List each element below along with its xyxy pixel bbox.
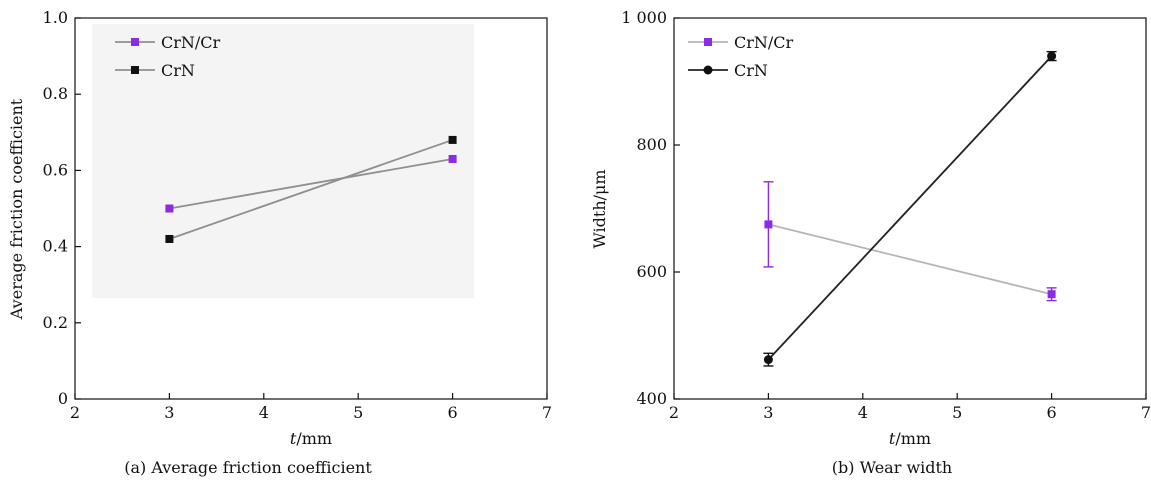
panel-a-x-tick-label: 2 bbox=[70, 403, 80, 422]
panel-b-x-tick-label: 4 bbox=[858, 403, 868, 422]
panel-a-legend: CrN/Cr CrN bbox=[115, 33, 221, 80]
data-point-crn-cr bbox=[764, 220, 773, 229]
legend-label-crn-cr: CrN/Cr bbox=[161, 33, 221, 52]
legend-marker-crn-cr bbox=[131, 38, 139, 46]
data-point-crn-cr bbox=[448, 154, 457, 163]
series-line-crn bbox=[767, 55, 1053, 361]
panel-a-x-tick-label: 4 bbox=[259, 403, 269, 422]
panel-a-friction-chart: 2 3 4 5 6 7 0 0.2 0.4 0.6 0.8 1.0 CrN/Cr CrN Average… bbox=[7, 8, 552, 477]
panel-b-caption: (b) Wear width bbox=[832, 458, 952, 477]
panel-b-x-tick-label: 6 bbox=[1047, 403, 1057, 422]
data-point-crn bbox=[448, 135, 457, 144]
panel-b-x-tick-label: 3 bbox=[763, 403, 773, 422]
legend-marker-crn bbox=[703, 65, 713, 75]
panel-b-plot-frame bbox=[673, 17, 1147, 400]
panel-a-y-axis-label: Average friction coefficient bbox=[7, 98, 26, 320]
legend-label-crn: CrN bbox=[161, 61, 195, 80]
panel-a-x-tick-label: 5 bbox=[353, 403, 363, 422]
panel-a-y-tick-label: 0.6 bbox=[43, 160, 68, 179]
panel-b-y-tick-label: 800 bbox=[636, 135, 667, 154]
panel-b-legend: CrN/Cr CrN bbox=[688, 33, 794, 80]
legend-marker-crn-cr bbox=[704, 38, 712, 46]
panel-a-y-tick-label: 0.8 bbox=[43, 84, 68, 103]
panel-a-y-tick-label: 0 bbox=[58, 389, 68, 408]
panel-a-x-tick-label: 7 bbox=[542, 403, 552, 422]
panel-a-shaded-background bbox=[92, 24, 474, 298]
panel-b-x-tick-label: 2 bbox=[669, 403, 679, 422]
panel-a-y-tick-label: 1.0 bbox=[43, 8, 68, 27]
legend-label-crn: CrN bbox=[734, 61, 768, 80]
data-point-crn bbox=[1047, 51, 1057, 61]
panel-b-y-tick-label: 400 bbox=[636, 389, 667, 408]
data-point-crn-cr bbox=[1047, 290, 1056, 299]
panel-b-x-tick-label: 5 bbox=[952, 403, 962, 422]
panel-b-y-axis-label: Width/μm bbox=[590, 169, 609, 248]
panel-a-x-tick-label: 3 bbox=[164, 403, 174, 422]
panel-b-y-tick-label: 600 bbox=[636, 262, 667, 281]
series-line-crn-cr bbox=[768, 223, 1052, 296]
data-point-crn-cr bbox=[165, 204, 174, 213]
panel-a-y-tick-label: 0.2 bbox=[43, 313, 68, 332]
panel-b-x-axis-label: t/mm bbox=[889, 429, 931, 448]
panel-a-caption: (a) Average friction coefficient bbox=[124, 458, 372, 477]
legend-marker-crn bbox=[131, 66, 139, 74]
panel-a-y-tick-label: 0.4 bbox=[43, 237, 68, 256]
panel-a-x-axis-label: t/mm bbox=[290, 429, 332, 448]
data-point-crn bbox=[763, 355, 773, 365]
series-line-crn bbox=[169, 139, 453, 240]
series-line-crn-cr bbox=[169, 158, 453, 210]
panel-b-x-tick-label: 7 bbox=[1141, 403, 1151, 422]
legend-label-crn-cr: CrN/Cr bbox=[734, 33, 794, 52]
data-point-crn bbox=[165, 234, 174, 243]
panel-b-y-tick-label: 1 000 bbox=[621, 8, 667, 27]
panel-a-x-tick-label: 6 bbox=[448, 403, 458, 422]
panel-a-plot-frame bbox=[74, 17, 548, 400]
